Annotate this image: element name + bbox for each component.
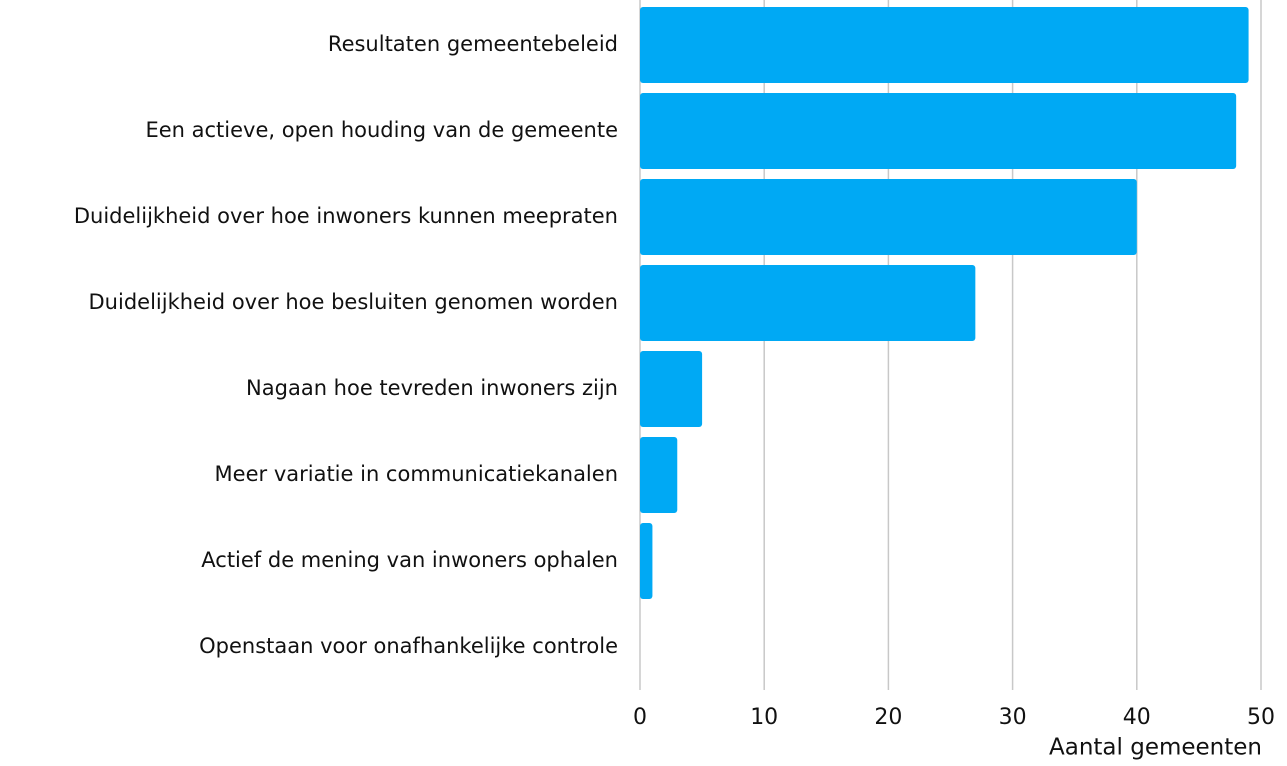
bar [640, 437, 678, 513]
y-tick-label: Actief de mening van inwoners ophalen [201, 548, 618, 572]
x-tick-label: 50 [1247, 705, 1275, 730]
y-tick-label: Duidelijkheid over hoe besluiten genomen… [89, 290, 618, 314]
bar [640, 351, 703, 427]
y-tick-label: Resultaten gemeentebeleid [328, 32, 618, 56]
bar [640, 7, 1249, 83]
y-tick-label: Duidelijkheid over hoe inwoners kunnen m… [74, 204, 618, 228]
y-tick-label: Nagaan hoe tevreden inwoners zijn [246, 376, 618, 400]
x-tick-label: 30 [999, 705, 1027, 730]
y-tick-label: Openstaan voor onafhankelijke controle [199, 634, 618, 658]
y-tick-label: Meer variatie in communicatiekanalen [215, 462, 618, 486]
bar [640, 523, 653, 599]
x-tick-label: 0 [633, 705, 647, 730]
x-axis-title: Aantal gemeenten [1049, 735, 1262, 761]
x-tick-label: 40 [1123, 705, 1151, 730]
bar [640, 179, 1137, 255]
bar [640, 93, 1237, 169]
x-tick-label: 20 [874, 705, 902, 730]
x-tick-label: 10 [750, 705, 778, 730]
y-tick-label: Een actieve, open houding van de gemeent… [145, 118, 618, 142]
bar [640, 265, 976, 341]
